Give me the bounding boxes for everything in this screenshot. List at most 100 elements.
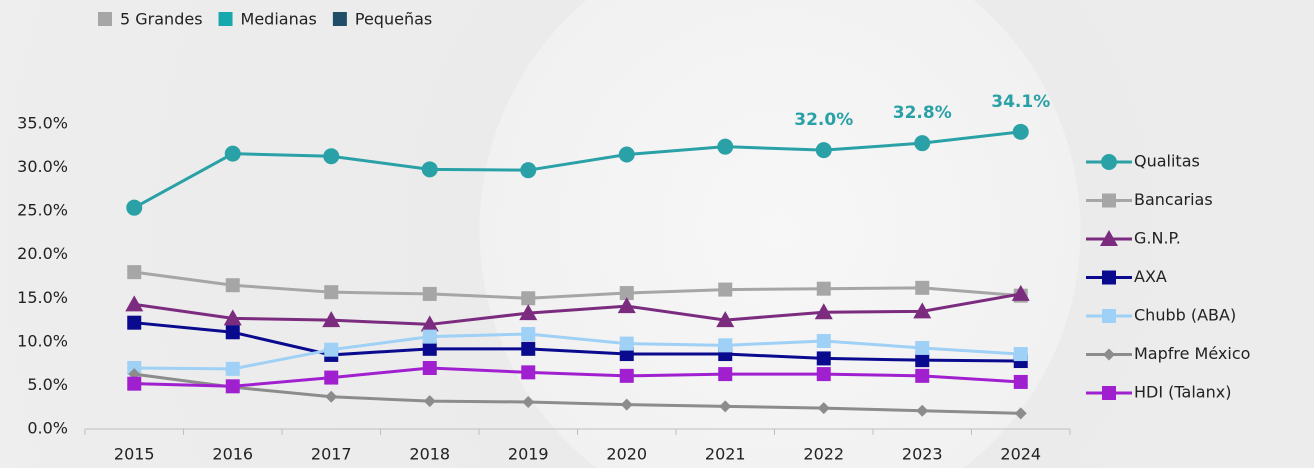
marker	[913, 302, 932, 319]
group-swatch	[332, 12, 347, 26]
marker	[422, 286, 437, 301]
marker	[718, 338, 733, 353]
marker	[717, 138, 734, 155]
group-label: Pequeñas	[355, 10, 432, 29]
marker	[1102, 386, 1116, 400]
marker	[420, 315, 439, 332]
marker	[816, 333, 831, 348]
marker	[1011, 284, 1030, 301]
marker	[817, 402, 830, 415]
x-tick-label: 2024	[1000, 445, 1041, 464]
legend-label: Bancarias	[1134, 190, 1213, 209]
marker	[816, 281, 831, 296]
marker	[1012, 123, 1029, 140]
marker	[718, 282, 733, 297]
marker	[522, 395, 535, 408]
marker	[521, 291, 536, 306]
marker	[127, 315, 142, 330]
marker	[520, 162, 537, 179]
marker	[619, 286, 634, 301]
marker	[1102, 270, 1116, 285]
marker	[915, 353, 930, 368]
marker	[324, 370, 339, 385]
marker	[126, 199, 143, 216]
marker	[1013, 347, 1028, 362]
legend-label: Chubb (ABA)	[1134, 306, 1236, 325]
marker	[423, 395, 436, 408]
series-line	[134, 332, 1021, 371]
y-tick-label: 0.0%	[27, 419, 68, 438]
legend-label: Mapfre México	[1134, 344, 1250, 363]
marker	[125, 295, 144, 312]
marker	[1101, 154, 1117, 170]
group-label: Medianas	[241, 10, 317, 29]
marker	[225, 379, 240, 394]
marker	[620, 398, 633, 411]
marker	[224, 145, 241, 162]
marker	[619, 336, 634, 351]
x-tick-label: 2016	[212, 445, 253, 464]
marker	[814, 303, 833, 320]
marker	[1013, 374, 1028, 389]
marker	[422, 341, 437, 356]
marker	[618, 146, 635, 163]
x-tick-label: 2021	[705, 445, 746, 464]
series-line	[134, 321, 1021, 363]
marker	[521, 327, 536, 342]
value-label: 32.0%	[794, 110, 853, 130]
y-tick-label: 30.0%	[17, 157, 68, 176]
marker	[127, 376, 142, 391]
y-tick-label: 35.0%	[17, 114, 68, 133]
marker	[127, 361, 142, 375]
marker	[716, 311, 735, 328]
marker	[421, 161, 438, 178]
legend-label: G.N.P.	[1134, 229, 1181, 248]
marker	[719, 400, 732, 413]
group-swatch	[98, 12, 112, 26]
marker	[1102, 193, 1116, 208]
marker	[225, 361, 240, 376]
series-line	[134, 372, 1021, 415]
series-line	[134, 366, 1021, 388]
marker	[325, 390, 338, 403]
marker	[915, 368, 930, 383]
marker	[1014, 407, 1027, 420]
x-tick-label: 2018	[409, 445, 450, 464]
marker	[225, 278, 240, 293]
legend-label: Qualitas	[1134, 152, 1200, 171]
x-tick-label: 2015	[114, 445, 155, 464]
marker	[225, 325, 240, 340]
y-tick-label: 15.0%	[17, 288, 68, 307]
marker	[915, 340, 930, 355]
y-tick-label: 10.0%	[17, 331, 68, 350]
marker	[521, 365, 536, 380]
x-tick-label: 2019	[508, 445, 549, 464]
marker	[718, 367, 733, 382]
marker	[916, 404, 929, 417]
x-tick-label: 2017	[311, 445, 352, 464]
value-label: 32.8%	[893, 103, 952, 123]
marker	[619, 368, 634, 383]
marker	[617, 297, 636, 314]
marker	[914, 135, 931, 152]
marker	[1102, 309, 1116, 323]
marker	[324, 285, 339, 300]
x-tick-label: 2020	[606, 445, 647, 464]
group-label: 5 Grandes	[120, 10, 203, 29]
marker	[323, 148, 340, 165]
legend-label: HDI (Talanx)	[1134, 383, 1231, 402]
y-tick-label: 25.0%	[17, 201, 68, 220]
marker	[816, 351, 831, 366]
marker	[1103, 348, 1115, 361]
marker	[422, 361, 437, 375]
series-line	[134, 270, 1021, 300]
marker	[324, 342, 339, 357]
marker	[816, 367, 831, 382]
y-tick-label: 20.0%	[17, 244, 68, 263]
marker	[322, 311, 341, 328]
value-label: 34.1%	[991, 92, 1050, 112]
group-swatch	[218, 12, 233, 26]
marker	[127, 265, 142, 280]
series-line	[133, 130, 1021, 209]
